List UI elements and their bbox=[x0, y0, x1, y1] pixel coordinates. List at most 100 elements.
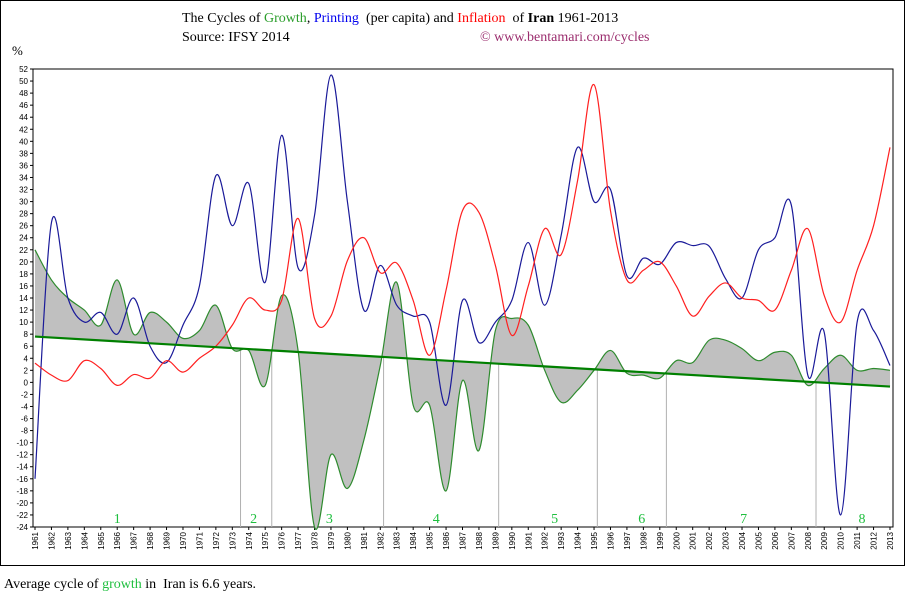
x-tick-label: 1969 bbox=[163, 531, 172, 549]
title-printing: Printing bbox=[313, 11, 359, 26]
series-line-inflation bbox=[34, 84, 891, 386]
title-country: Iran bbox=[527, 11, 555, 26]
y-tick-label: 42 bbox=[19, 125, 28, 134]
x-tick-label: 1986 bbox=[442, 531, 451, 549]
x-tick-label: 1992 bbox=[541, 531, 550, 549]
x-tick-label: 2012 bbox=[870, 531, 879, 549]
x-tick-label: 2013 bbox=[886, 531, 895, 549]
y-tick-label: 50 bbox=[19, 77, 28, 86]
x-tick-label: 1990 bbox=[508, 531, 517, 549]
y-tick-label: 44 bbox=[19, 113, 28, 122]
x-tick-label: 1961 bbox=[31, 531, 40, 549]
y-tick-label: 10 bbox=[19, 318, 28, 327]
footer-text: Average cycle of bbox=[4, 577, 103, 592]
x-tick-label: 1988 bbox=[475, 531, 484, 549]
x-tick-label: 1983 bbox=[393, 531, 402, 549]
x-tick-label: 1963 bbox=[64, 531, 73, 549]
chart-frame bbox=[0, 0, 905, 566]
y-axis-unit: % bbox=[12, 43, 23, 58]
y-tick-label: -4 bbox=[21, 402, 29, 411]
y-tick-label: 18 bbox=[19, 270, 28, 279]
y-tick-label: 38 bbox=[19, 149, 28, 158]
x-tick-label: 1970 bbox=[179, 531, 188, 549]
x-tick-label: 1967 bbox=[130, 531, 139, 549]
title-growth: Growth bbox=[264, 11, 307, 26]
y-tick-label: 28 bbox=[19, 210, 28, 219]
x-tick-label: 1975 bbox=[261, 531, 270, 549]
y-tick-label: 26 bbox=[19, 222, 28, 231]
series-line-printing bbox=[34, 74, 891, 516]
x-tick-label: 1972 bbox=[212, 531, 221, 549]
y-tick-label: -8 bbox=[21, 427, 29, 436]
x-tick-label: 2001 bbox=[689, 531, 698, 549]
x-tick-label: 1965 bbox=[97, 531, 106, 549]
x-tick-label: 1998 bbox=[639, 531, 648, 549]
cycle-label: 8 bbox=[859, 512, 866, 527]
y-tick-label: -18 bbox=[16, 487, 28, 496]
x-tick-label: 1974 bbox=[245, 531, 254, 549]
y-tick-label: -6 bbox=[21, 415, 29, 424]
x-tick-label: 1991 bbox=[524, 531, 533, 549]
y-tick-label: 48 bbox=[19, 89, 28, 98]
source-note: Source: IFSY 2014 bbox=[182, 30, 290, 45]
y-tick-label: 20 bbox=[19, 258, 28, 267]
y-tick-label: 36 bbox=[19, 161, 28, 170]
footer-text: in Iran is 6.6 years. bbox=[141, 577, 257, 592]
y-tick-label: 40 bbox=[19, 137, 28, 146]
x-tick-label: 1995 bbox=[590, 531, 599, 549]
x-tick-label: 1994 bbox=[574, 531, 583, 549]
x-tick-label: 1987 bbox=[459, 531, 468, 549]
title-years: 1961-2013 bbox=[554, 11, 619, 26]
y-tick-label: -10 bbox=[16, 439, 28, 448]
x-tick-label: 1976 bbox=[278, 531, 287, 549]
y-tick-label: 22 bbox=[19, 246, 28, 255]
cycle-label: 6 bbox=[638, 512, 645, 527]
y-tick-label: 8 bbox=[24, 330, 29, 339]
x-tick-label: 2004 bbox=[738, 531, 747, 549]
x-tick-label: 1993 bbox=[557, 531, 566, 549]
x-tick-label: 2002 bbox=[705, 531, 714, 549]
x-tick-label: 1962 bbox=[47, 531, 56, 549]
y-tick-label: -20 bbox=[16, 499, 28, 508]
title-inflation: Inflation bbox=[457, 11, 506, 26]
x-tick-label: 1964 bbox=[80, 531, 89, 549]
x-tick-label: 1996 bbox=[606, 531, 615, 549]
x-tick-label: 1984 bbox=[409, 531, 418, 549]
x-tick-label: 1966 bbox=[113, 531, 122, 549]
x-tick-label: 1971 bbox=[195, 531, 204, 549]
y-tick-label: 0 bbox=[24, 378, 29, 387]
x-tick-label: 2011 bbox=[853, 531, 862, 549]
plot-box bbox=[32, 68, 894, 528]
y-tick-label: 12 bbox=[19, 306, 28, 315]
cycle-label: 2 bbox=[250, 512, 257, 527]
y-tick-label: 14 bbox=[19, 294, 28, 303]
y-tick-label: 46 bbox=[19, 101, 28, 110]
copyright-link[interactable]: © www.bentamari.com/cycles bbox=[480, 30, 650, 45]
x-tick-label: 1999 bbox=[656, 531, 665, 549]
title-text: (per capita) and bbox=[358, 11, 458, 26]
y-tick-label: 24 bbox=[19, 234, 28, 243]
x-tick-label: 2010 bbox=[837, 531, 846, 549]
x-tick-label: 1982 bbox=[376, 531, 385, 549]
x-tick-label: 2000 bbox=[672, 531, 681, 549]
y-tick-label: -14 bbox=[16, 463, 28, 472]
y-tick-label: -24 bbox=[16, 523, 28, 532]
cycle-label: 5 bbox=[551, 512, 558, 527]
y-tick-label: 16 bbox=[19, 282, 28, 291]
cycle-label: 4 bbox=[433, 512, 440, 527]
x-tick-label: 2005 bbox=[754, 531, 763, 549]
y-tick-label: 4 bbox=[24, 354, 29, 363]
y-tick-label: 34 bbox=[19, 173, 28, 182]
x-tick-label: 2009 bbox=[820, 531, 829, 549]
y-tick-label: 6 bbox=[24, 342, 29, 351]
cycle-label: 3 bbox=[326, 512, 333, 527]
cycle-label: 7 bbox=[740, 512, 747, 527]
x-tick-label: 1989 bbox=[491, 531, 500, 549]
x-tick-label: 2008 bbox=[804, 531, 813, 549]
y-tick-label: -12 bbox=[16, 451, 28, 460]
x-tick-label: 1997 bbox=[623, 531, 632, 549]
y-tick-label: 32 bbox=[19, 186, 28, 195]
growth-trend-line bbox=[34, 335, 891, 388]
footer-growth: growth bbox=[102, 577, 142, 592]
title-text: , bbox=[306, 11, 314, 26]
